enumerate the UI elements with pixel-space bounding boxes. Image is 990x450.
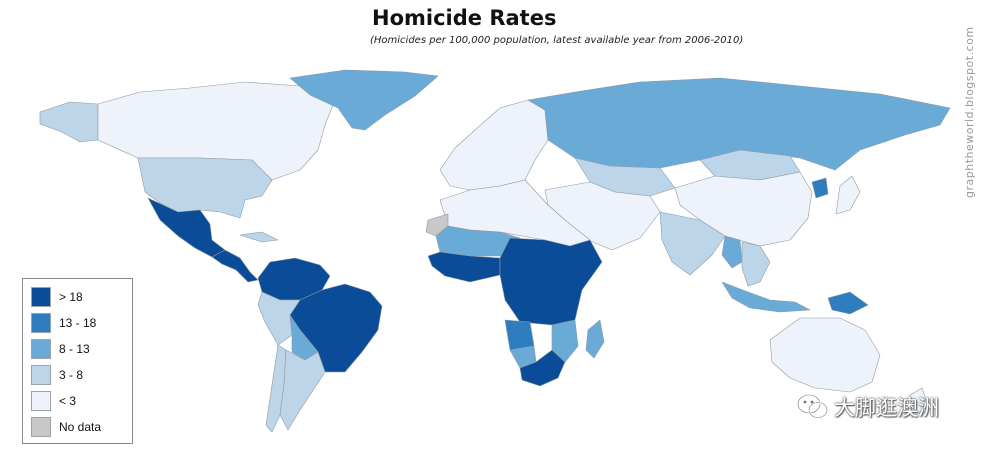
region-central-east-africa[interactable] — [499, 237, 603, 326]
wechat-watermark: 大脚逛澳洲 — [796, 392, 939, 422]
region-greenland[interactable] — [289, 69, 439, 131]
legend-item: < 3 — [31, 391, 76, 411]
legend-label: 8 - 13 — [59, 342, 90, 356]
region-angola[interactable] — [504, 319, 535, 351]
legend-item: > 18 — [31, 287, 83, 307]
map-title: Homicide Rates — [372, 6, 557, 30]
region-argentina[interactable] — [279, 349, 326, 431]
legend-item: 3 - 8 — [31, 365, 83, 385]
legend-swatch — [31, 417, 51, 437]
legend-item: 13 - 18 — [31, 313, 96, 333]
wechat-icon — [796, 393, 829, 419]
legend-label: > 18 — [59, 290, 83, 304]
legend-swatch — [31, 313, 51, 333]
region-southeast-asia[interactable] — [741, 241, 771, 287]
region-indonesia[interactable] — [721, 281, 811, 313]
region-north-korea[interactable] — [811, 177, 829, 199]
wechat-account-name: 大脚逛澳洲 — [834, 396, 939, 420]
region-japan[interactable] — [835, 175, 861, 215]
region-china[interactable] — [674, 171, 813, 247]
legend-label: 3 - 8 — [59, 368, 84, 382]
map-subtitle: (Homicides per 100,000 population, lates… — [370, 35, 744, 46]
legend-swatch — [31, 339, 51, 359]
region-india[interactable] — [659, 211, 726, 276]
legend-item: 8 - 13 — [31, 339, 90, 359]
legend-swatch — [31, 391, 51, 411]
legend-label: No data — [59, 420, 102, 434]
legend-label: 13 - 18 — [59, 316, 97, 330]
region-united-states[interactable] — [137, 157, 273, 219]
region-alaska[interactable] — [39, 101, 99, 143]
region-mozambique[interactable] — [551, 319, 579, 363]
legend-swatch — [31, 287, 51, 307]
region-madagascar[interactable] — [585, 319, 605, 359]
region-myanmar[interactable] — [721, 235, 743, 269]
region-cuba[interactable] — [239, 231, 279, 243]
map-legend: > 18 13 - 18 8 - 13 3 - 8 < 3 No data — [22, 278, 133, 444]
region-central-america[interactable] — [211, 249, 259, 283]
legend-swatch — [31, 365, 51, 385]
region-west-africa[interactable] — [427, 251, 501, 283]
region-papua-new-guinea[interactable] — [827, 291, 869, 315]
region-australia[interactable] — [769, 317, 881, 393]
legend-label: < 3 — [59, 394, 77, 408]
region-new-zealand[interactable] — [909, 387, 929, 419]
region-europe[interactable] — [439, 99, 549, 191]
legend-item: No data — [31, 417, 101, 437]
region-south-africa[interactable] — [519, 349, 566, 387]
